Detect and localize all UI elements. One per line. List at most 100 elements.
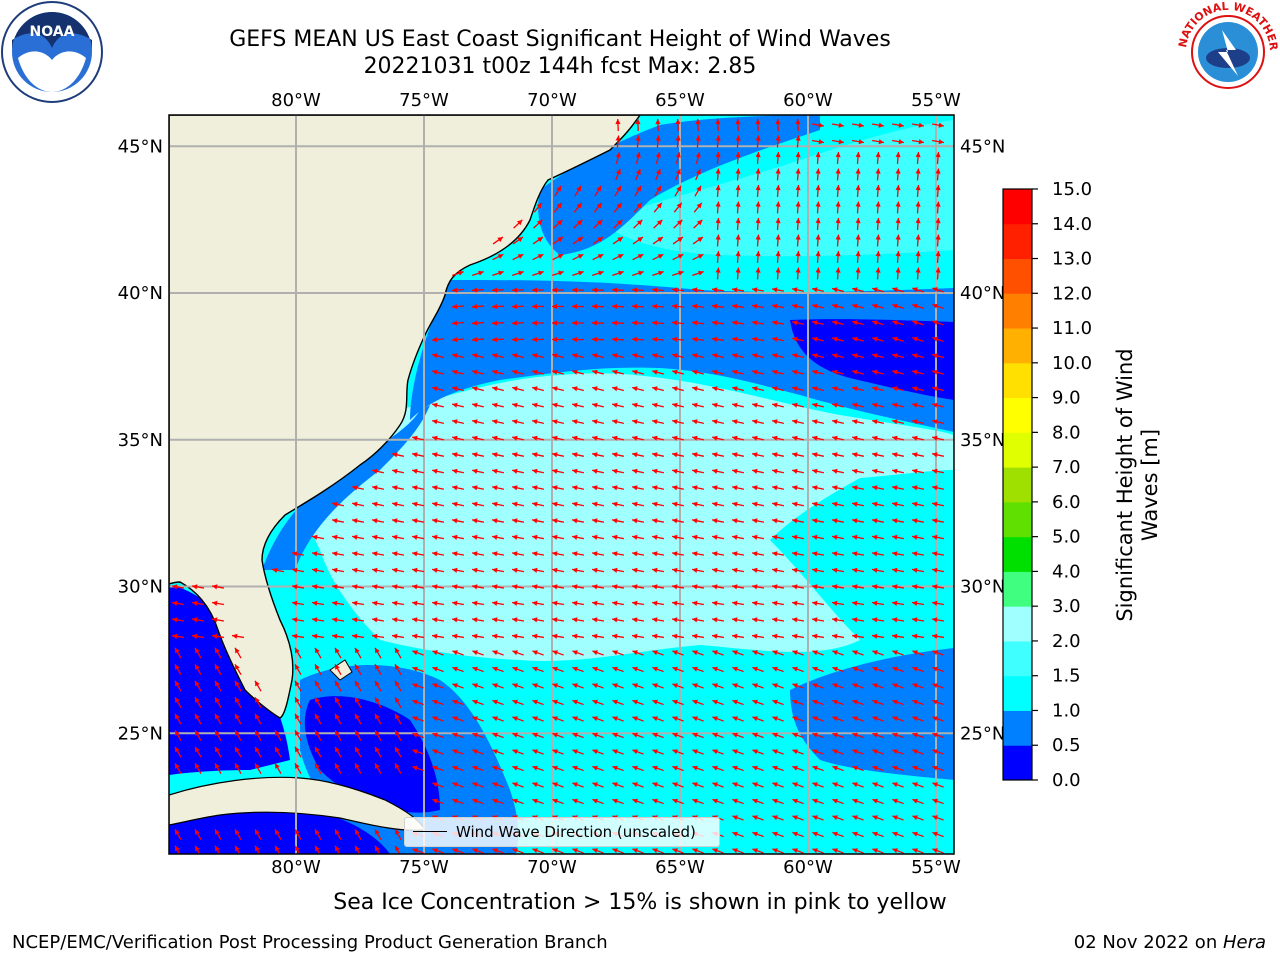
- arrow-head: [792, 815, 798, 821]
- arrow-head: [372, 468, 378, 474]
- arrow-head: [512, 518, 518, 524]
- arrow-head: [872, 534, 878, 540]
- arrow-head: [712, 518, 718, 524]
- arrow-head: [616, 219, 623, 226]
- arrow-head: [852, 749, 858, 755]
- arrow-head: [872, 468, 878, 474]
- arrow-head: [832, 419, 838, 425]
- lon-tick-bottom: 75°W: [399, 857, 449, 878]
- arrow-head: [632, 683, 638, 689]
- arrow-head: [732, 303, 738, 309]
- arrow-head: [772, 303, 778, 309]
- arrow-head: [335, 680, 340, 687]
- arrow-head: [772, 815, 778, 821]
- arrow-head: [832, 617, 838, 623]
- arrow-head: [752, 386, 758, 392]
- arrow-head: [732, 749, 738, 755]
- arrow-head: [512, 287, 518, 293]
- arrow-head: [852, 782, 858, 788]
- arrow-head: [732, 402, 738, 408]
- arrow-head: [692, 485, 698, 491]
- arrow-head: [572, 584, 578, 590]
- arrow-head: [775, 152, 781, 158]
- arrow-head: [832, 699, 838, 705]
- arrow-head: [512, 353, 518, 359]
- arrow-head: [532, 551, 538, 557]
- arrow-head: [312, 534, 318, 540]
- arrow-head: [315, 680, 320, 687]
- arrow-head: [852, 303, 858, 309]
- colorbar-segment: [1003, 328, 1032, 364]
- arrow-head: [752, 765, 758, 771]
- arrow-head: [672, 501, 678, 507]
- arrow-head: [492, 369, 498, 375]
- arrow-head: [835, 168, 841, 174]
- arrow-head: [175, 845, 180, 852]
- arrow-head: [872, 815, 878, 821]
- arrow-head: [332, 567, 338, 573]
- arrow-head: [832, 848, 838, 854]
- arrow-head: [635, 119, 641, 125]
- arrow-head: [712, 584, 718, 590]
- arrow-head: [672, 749, 678, 755]
- arrow-head: [352, 518, 358, 524]
- arrow-head: [832, 303, 838, 309]
- arrow-head: [676, 219, 683, 226]
- arrow-head: [792, 567, 798, 573]
- arrow-head: [492, 287, 498, 293]
- arrow-head: [912, 485, 918, 491]
- arrow-head: [772, 699, 778, 705]
- arrow-head: [352, 485, 358, 491]
- arrow-head: [855, 251, 861, 257]
- colorbar-tick-label: 5.0: [1052, 527, 1081, 548]
- arrow-head: [892, 419, 898, 425]
- arrow-head: [655, 152, 661, 158]
- arrow-head: [892, 287, 898, 293]
- arrow-head: [572, 683, 578, 689]
- arrow-head: [792, 534, 798, 540]
- colorbar-tick-label: 9.0: [1052, 388, 1081, 409]
- arrow-head: [932, 452, 938, 458]
- arrow-head: [872, 518, 878, 524]
- arrow-head: [432, 551, 438, 557]
- arrow-head: [432, 716, 438, 722]
- arrow-head: [818, 139, 824, 145]
- arrow-head: [395, 763, 400, 769]
- arrow-head: [635, 135, 641, 141]
- arrow-head: [335, 845, 340, 852]
- arrow-head: [557, 237, 563, 243]
- arrow-head: [432, 798, 438, 804]
- arrow-head: [315, 664, 320, 670]
- arrow-head: [872, 353, 878, 359]
- arrow-head: [912, 567, 918, 573]
- arrow-head: [335, 746, 340, 753]
- lat-tick-left: 40°N: [118, 283, 163, 304]
- arrow-head: [692, 320, 698, 326]
- arrow-head: [672, 419, 678, 425]
- arrow-head: [892, 402, 898, 408]
- arrow-head: [715, 234, 721, 240]
- arrow-head: [792, 386, 798, 392]
- arrow-head: [512, 716, 518, 722]
- arrow-head: [892, 534, 898, 540]
- arrow-head: [932, 287, 938, 293]
- arrow-head: [472, 749, 478, 755]
- arrow-head: [432, 419, 438, 425]
- arrow-head: [615, 152, 621, 158]
- arrow-head: [852, 386, 858, 392]
- arrow-head: [892, 584, 898, 590]
- arrow-head: [672, 798, 678, 804]
- arrow-head: [552, 518, 558, 524]
- arrow-head: [792, 452, 798, 458]
- arrow-head: [812, 353, 818, 359]
- arrow-head: [675, 152, 681, 158]
- arrow-head: [275, 845, 280, 852]
- arrow-head: [852, 798, 858, 804]
- arrow-head: [632, 485, 638, 491]
- arrow-head: [712, 336, 718, 342]
- arrow-head: [632, 452, 638, 458]
- lat-tick-right: 30°N: [960, 577, 1005, 598]
- arrow-head: [355, 763, 360, 769]
- arrow-head: [912, 765, 918, 771]
- arrow-head: [712, 452, 718, 458]
